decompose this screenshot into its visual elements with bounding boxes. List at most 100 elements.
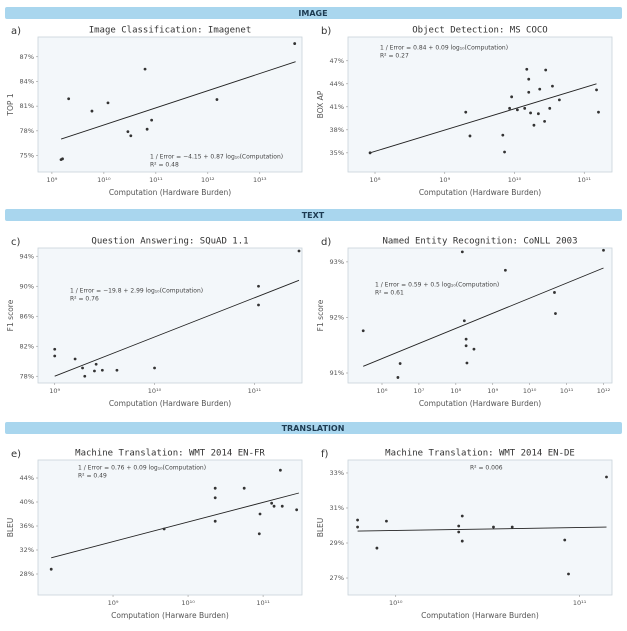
y-tick-label: 90%	[20, 282, 34, 290]
data-point	[468, 134, 472, 138]
y-tick-label: 33%	[330, 469, 344, 477]
y-axis-label: F1 score	[316, 299, 325, 331]
data-point	[525, 67, 529, 71]
data-point	[595, 88, 598, 92]
x-tick-label: 10¹¹	[149, 176, 163, 184]
section-banner	[5, 422, 622, 434]
data-point	[53, 347, 57, 351]
x-tick-label: 10¹⁰	[148, 387, 162, 395]
data-point	[398, 362, 402, 365]
x-tick-label: 10⁷	[413, 387, 424, 395]
data-point	[106, 101, 110, 105]
data-point	[551, 84, 554, 88]
data-point	[557, 98, 561, 102]
x-tick-label: 10¹⁰	[508, 176, 522, 184]
data-point	[538, 87, 542, 91]
annotation: R² = 0.27	[380, 53, 409, 60]
data-point	[554, 312, 557, 315]
plot-area	[37, 36, 303, 173]
x-tick-label: 10¹⁰	[523, 387, 537, 395]
data-point	[510, 95, 514, 99]
data-point	[126, 130, 130, 134]
fit-line	[363, 267, 604, 367]
annotation: 1 / Error = −19.8 + 2.99 log₁₀(Computati…	[70, 288, 203, 295]
data-point	[368, 151, 372, 155]
data-point	[356, 518, 359, 522]
annotation: 1 / Error = 0.84 + 0.09 log₁₀(Computatio…	[380, 45, 508, 52]
data-point	[529, 111, 532, 115]
data-point	[153, 366, 156, 370]
chart-title: Machine Translation: WMT 2014 EN-FR	[75, 449, 265, 459]
data-point	[257, 284, 260, 288]
data-point	[460, 250, 464, 254]
data-point	[258, 512, 262, 516]
data-point	[73, 357, 77, 361]
data-point	[278, 468, 282, 472]
data-point	[553, 291, 556, 294]
annotation: R² = 0.006	[470, 465, 503, 472]
x-axis-label: Computation (Hardware Burden)	[109, 188, 231, 197]
annotation: R² = 0.49	[78, 473, 107, 480]
data-point	[532, 123, 536, 127]
x-tick-label: 10¹⁰	[389, 599, 403, 607]
chart-title: Object Detection: MS COCO	[412, 26, 547, 36]
data-point	[150, 118, 154, 122]
y-tick-label: 32%	[20, 546, 34, 554]
y-tick-label: 44%	[20, 474, 34, 482]
x-tick-label: 10⁸	[370, 176, 381, 184]
annotation: R² = 0.61	[375, 290, 404, 297]
data-point	[270, 501, 274, 505]
plot-area	[347, 36, 613, 173]
data-point	[457, 524, 461, 528]
y-tick-label: 36%	[20, 522, 34, 530]
x-axis-label: Computation (Harware Burden)	[421, 611, 539, 620]
fit-line	[51, 492, 300, 559]
y-axis-label: BLEU	[6, 518, 15, 538]
data-point	[492, 525, 495, 529]
y-tick-label: 92%	[330, 313, 344, 321]
y-axis-label: F1 score	[6, 299, 15, 331]
x-tick-label: 10¹³	[253, 176, 267, 184]
data-point	[145, 127, 149, 131]
annotation: R² = 0.48	[150, 162, 179, 169]
panel-label: f)	[321, 449, 329, 460]
data-point	[94, 362, 98, 366]
data-point	[567, 572, 570, 576]
x-tick-label: 10⁹	[487, 387, 498, 395]
data-point	[297, 249, 301, 253]
panel-label: b)	[321, 26, 331, 37]
data-point	[536, 112, 540, 116]
annotation: R² = 0.76	[70, 296, 99, 303]
y-tick-label: 81%	[20, 102, 34, 110]
panel-label: a)	[11, 26, 21, 37]
y-tick-label: 35%	[330, 149, 344, 157]
y-tick-label: 75%	[20, 152, 34, 160]
chart-title: Named Entity Recognition: CoNLL 2003	[382, 237, 577, 247]
data-point	[465, 361, 469, 365]
x-axis-label: Computation (Harware Burden)	[111, 611, 229, 620]
data-point	[563, 538, 567, 542]
y-tick-label: 78%	[20, 372, 34, 380]
data-point	[213, 519, 217, 523]
annotation: 1 / Error = 0.76 + 0.09 log₁₀(Computatio…	[78, 465, 206, 472]
data-point	[472, 347, 476, 351]
y-tick-label: 94%	[20, 252, 34, 260]
plot-area	[347, 247, 613, 384]
x-tick-label: 10¹⁰	[97, 176, 111, 184]
data-point	[548, 106, 552, 110]
data-point	[100, 368, 104, 372]
data-point	[385, 519, 388, 523]
data-point	[257, 532, 261, 536]
y-tick-label: 86%	[20, 312, 34, 320]
data-point	[162, 527, 166, 531]
data-point	[361, 329, 365, 333]
y-tick-label: 41%	[330, 103, 344, 111]
y-tick-label: 28%	[20, 570, 34, 578]
x-tick-label: 10¹¹	[560, 387, 574, 395]
data-point	[501, 133, 505, 137]
data-point	[462, 319, 466, 323]
data-point	[67, 97, 71, 101]
data-point	[464, 344, 468, 348]
data-point	[53, 354, 57, 358]
